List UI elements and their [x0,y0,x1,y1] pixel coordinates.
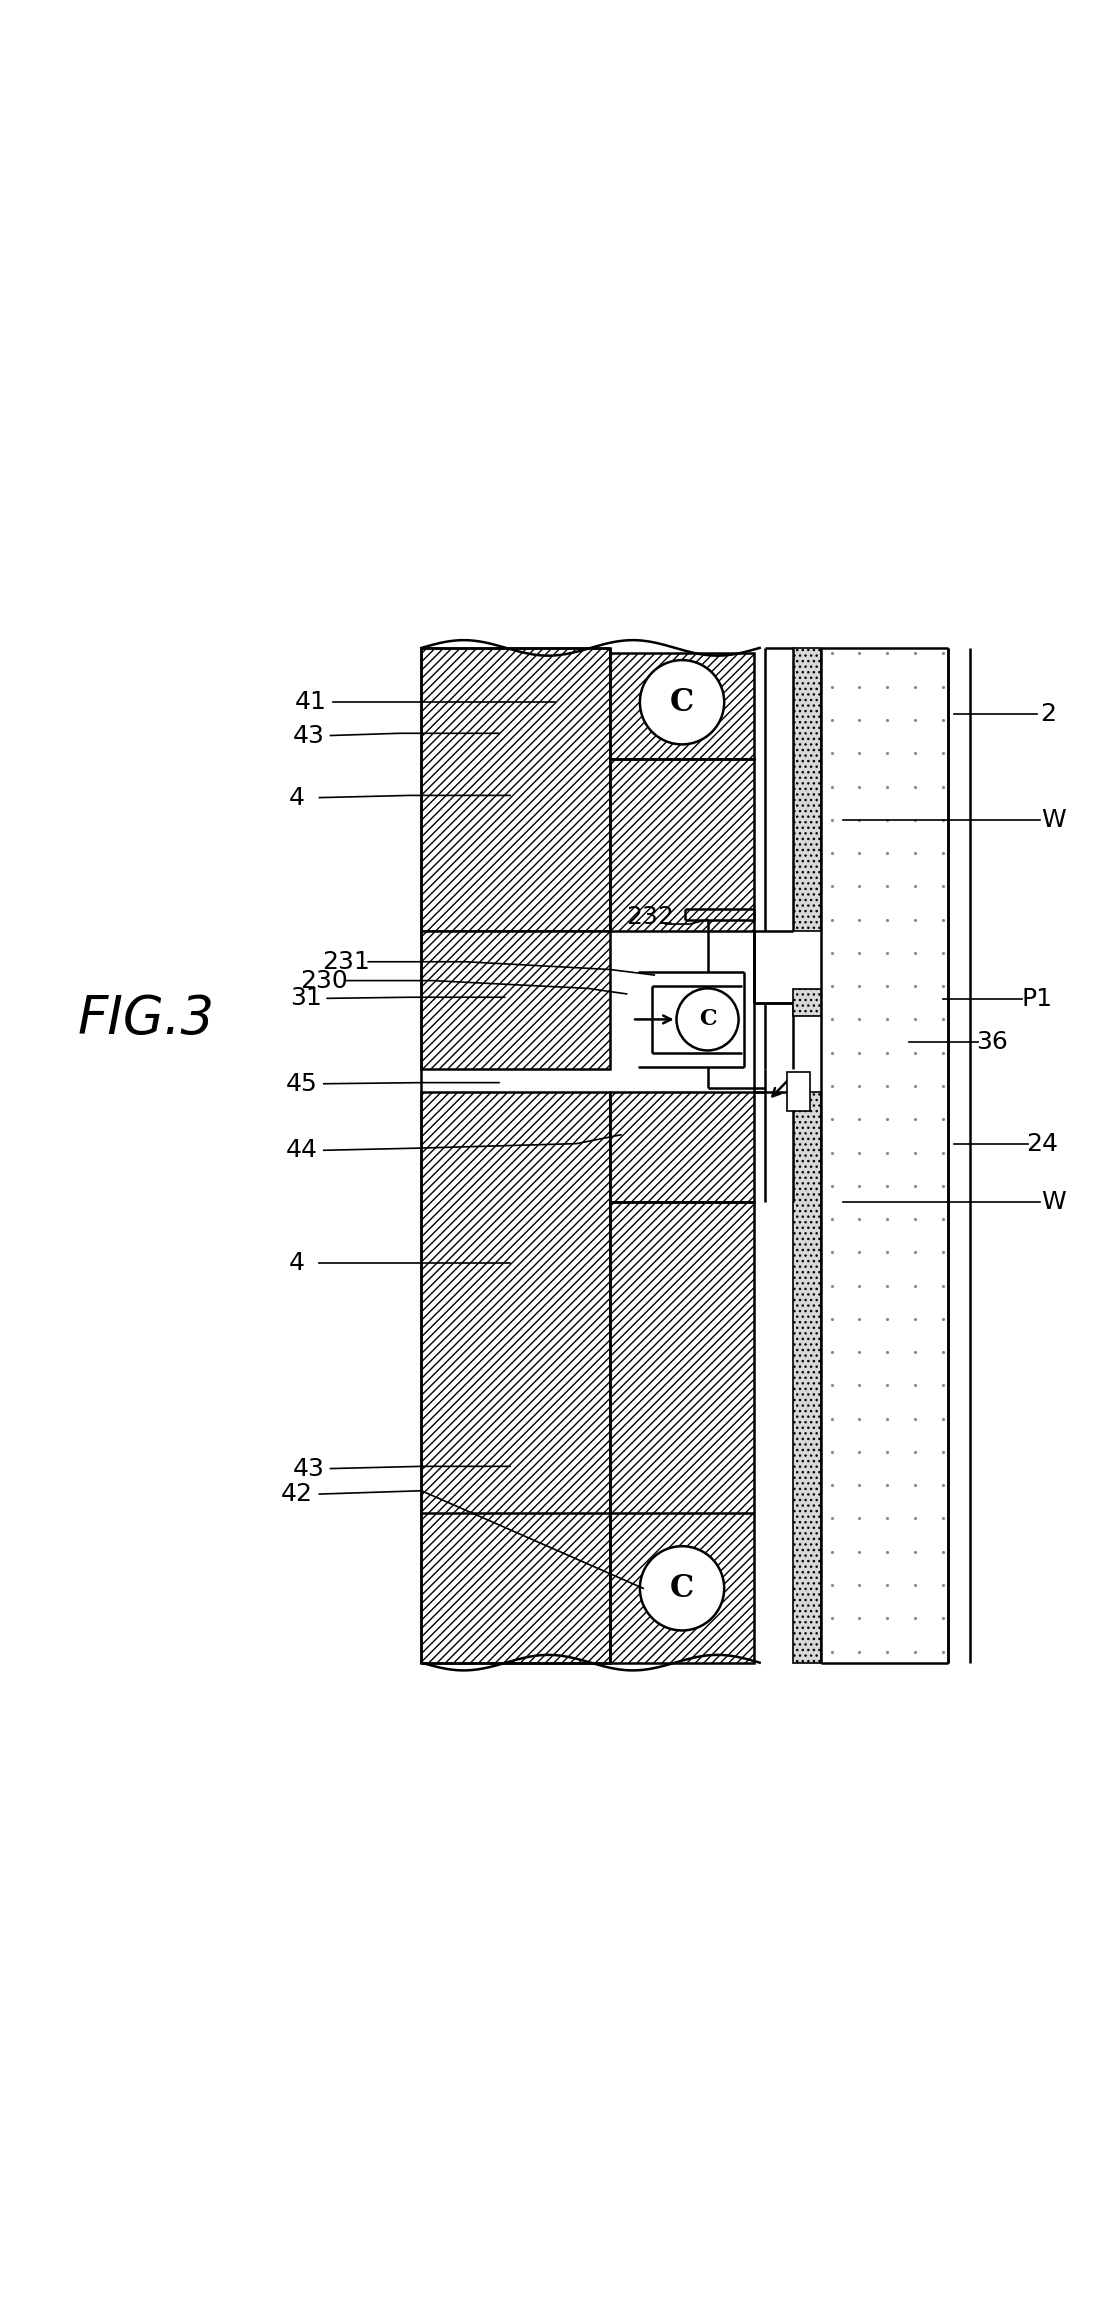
Bar [610,1203,754,1662]
Circle shape [676,989,739,1051]
Bar [765,1093,793,1203]
Bar [793,648,821,931]
Text: 42: 42 [282,1482,313,1505]
Text: 231: 231 [322,950,370,973]
Circle shape [640,1547,724,1630]
Text: 44: 44 [286,1139,317,1162]
Text: P1: P1 [1021,987,1052,1012]
Bar [421,648,610,931]
Bar [610,758,754,931]
Bar [787,1072,810,1111]
Bar [821,648,948,1662]
Text: W: W [1041,807,1066,832]
Text: 41: 41 [295,689,326,715]
Text: W: W [1041,1189,1066,1215]
Text: 24: 24 [1027,1132,1058,1155]
Text: 43: 43 [293,724,324,747]
Text: 4: 4 [289,1252,305,1275]
Text: 232: 232 [625,906,674,929]
Text: FIG.3: FIG.3 [78,993,215,1046]
Bar [765,648,793,931]
Text: C: C [699,1007,716,1030]
Circle shape [640,659,724,745]
Bar [793,1093,821,1662]
Text: C: C [670,1572,694,1604]
Text: 31: 31 [291,987,322,1010]
Text: 36: 36 [977,1030,1008,1053]
Text: 230: 230 [299,968,348,993]
Bar [610,652,754,758]
Text: 43: 43 [293,1457,324,1480]
Text: 2: 2 [1040,703,1056,726]
Bar [421,1093,610,1662]
Text: C: C [670,687,694,717]
Bar [793,989,821,1017]
Text: 4: 4 [289,786,305,809]
Text: 45: 45 [286,1072,317,1095]
Bar [421,931,610,1070]
Bar [610,1093,754,1203]
